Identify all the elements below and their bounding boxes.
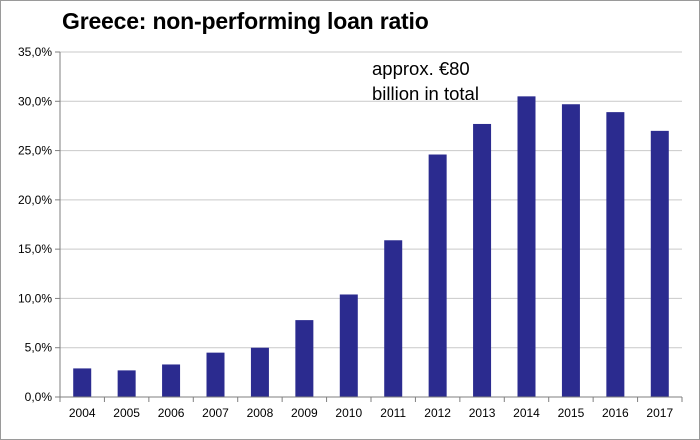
x-tick-label: 2008 xyxy=(247,406,274,420)
y-tick-label: 10,0% xyxy=(18,291,52,305)
x-tick-label: 2004 xyxy=(69,406,96,420)
y-axis-ticks: 0,0% 5,0% 10,0% 15,0% 20,0% 25,0% 30,0% 35,0% xyxy=(18,45,60,404)
x-axis-ticks: 2004 2005 2006 2007 2008 2009 2010 2011 2012 2013… xyxy=(59,397,683,420)
x-tick-label: 2011 xyxy=(380,406,406,420)
bars xyxy=(73,96,669,397)
chart-annotation: approx. €80 billion in total xyxy=(372,56,479,106)
x-tick-label: 2016 xyxy=(602,406,629,420)
x-tick-label: 2017 xyxy=(646,406,673,420)
x-tick-label: 2015 xyxy=(558,406,585,420)
bar-2017 xyxy=(650,130,669,397)
annotation-line-2: billion in total xyxy=(372,83,479,104)
bar-2016 xyxy=(606,112,625,397)
y-tick-label: 15,0% xyxy=(18,242,52,256)
gridlines xyxy=(60,51,682,349)
bar-2014 xyxy=(517,96,536,397)
bar-2012 xyxy=(428,154,447,397)
x-tick-label: 2010 xyxy=(335,406,362,420)
y-tick-label: 5,0% xyxy=(25,341,53,355)
bar-2008 xyxy=(250,347,269,397)
x-tick-label: 2014 xyxy=(513,406,540,420)
bar-2005 xyxy=(117,370,136,397)
bar-2010 xyxy=(339,294,358,397)
x-tick-label: 2009 xyxy=(291,406,318,420)
x-tick-label: 2013 xyxy=(469,406,496,420)
y-tick-label: 0,0% xyxy=(25,390,53,404)
x-tick-label: 2007 xyxy=(202,406,229,420)
x-tick-label: 2012 xyxy=(424,406,451,420)
y-tick-label: 20,0% xyxy=(18,193,52,207)
axes xyxy=(59,52,682,398)
bar-2013 xyxy=(473,123,492,397)
chart-title: Greece: non-performing loan ratio xyxy=(62,8,429,34)
bar-2006 xyxy=(162,364,181,397)
annotation-line-1: approx. €80 xyxy=(372,58,470,79)
y-tick-label: 25,0% xyxy=(18,144,52,158)
y-tick-label: 35,0% xyxy=(18,45,52,59)
bar-2004 xyxy=(73,368,92,397)
bar-2007 xyxy=(206,352,225,397)
bar-2015 xyxy=(561,104,580,397)
x-tick-label: 2005 xyxy=(113,406,140,420)
y-tick-label: 30,0% xyxy=(18,94,52,108)
bar-2011 xyxy=(384,240,403,397)
bar-2009 xyxy=(295,320,314,397)
x-tick-label: 2006 xyxy=(158,406,185,420)
